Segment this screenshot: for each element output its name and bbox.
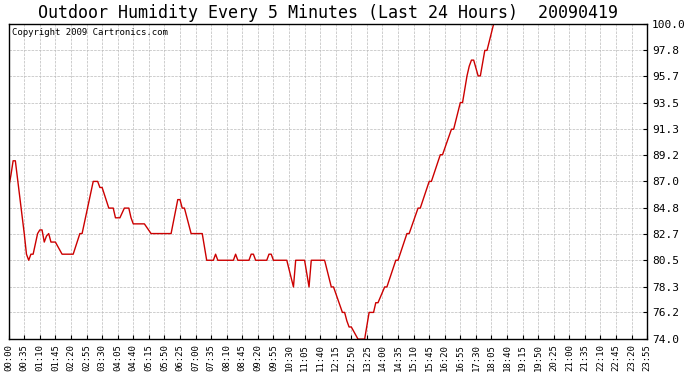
Title: Outdoor Humidity Every 5 Minutes (Last 24 Hours)  20090419: Outdoor Humidity Every 5 Minutes (Last 2…: [38, 4, 618, 22]
Text: Copyright 2009 Cartronics.com: Copyright 2009 Cartronics.com: [12, 28, 168, 38]
